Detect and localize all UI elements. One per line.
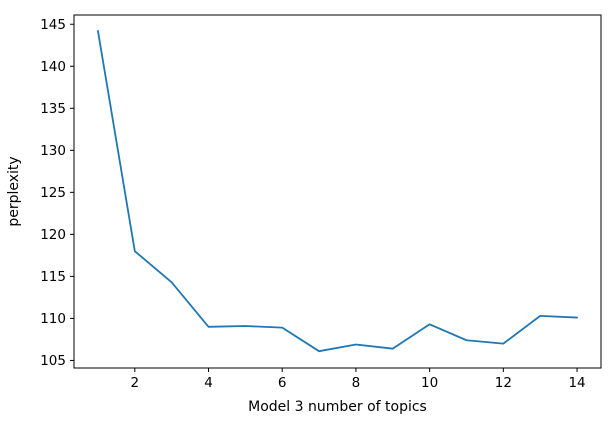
perplexity-line — [97, 30, 578, 353]
y-tick-label: 125 — [40, 185, 66, 201]
y-axis-ticks: 105 110 115 120 125 130 135 140 145 — [40, 17, 74, 369]
x-tick-label: 6 — [278, 375, 287, 391]
y-axis-label: perplexity — [6, 156, 22, 226]
x-axis-ticks: 2 4 6 8 10 12 14 — [131, 368, 586, 391]
x-tick-label: 10 — [421, 375, 438, 391]
x-tick-label: 4 — [204, 375, 213, 391]
axes-spines — [73, 14, 602, 369]
x-tick-label: 8 — [352, 375, 361, 391]
y-tick-label: 145 — [40, 17, 66, 33]
y-tick-label: 140 — [40, 59, 66, 75]
x-tick-label: 12 — [495, 375, 512, 391]
y-tick-label: 120 — [40, 227, 66, 243]
y-tick-label: 135 — [40, 101, 66, 117]
y-tick-label: 130 — [40, 143, 66, 159]
x-tick-label: 14 — [568, 375, 585, 391]
y-tick-label: 110 — [40, 311, 66, 327]
y-tick-label: 115 — [40, 269, 66, 285]
y-tick-label: 105 — [40, 353, 66, 369]
x-axis-label: Model 3 number of topics — [248, 399, 427, 415]
plot-area — [74, 15, 601, 368]
x-tick-label: 2 — [131, 375, 140, 391]
